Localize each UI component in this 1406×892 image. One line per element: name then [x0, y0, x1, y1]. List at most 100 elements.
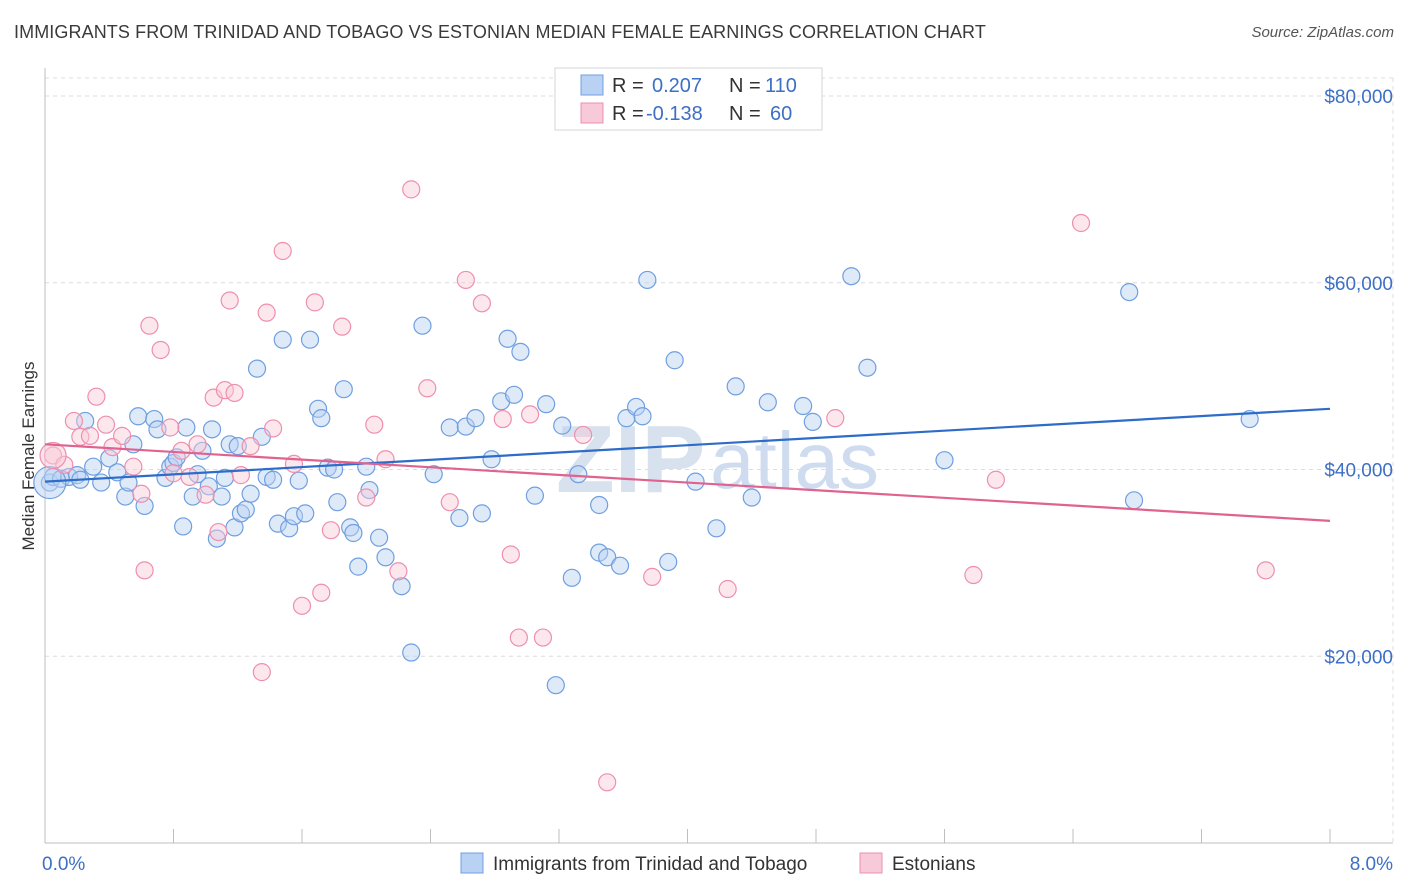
legend-r-value-1: 0.207 [652, 75, 702, 97]
blue-point-80 [562, 568, 581, 587]
blue-point-65 [424, 465, 443, 484]
blue-point-51 [318, 458, 337, 477]
pink-point-41 [402, 180, 421, 199]
pink-point-37 [357, 488, 376, 507]
blue-point-58 [357, 457, 376, 476]
blue-point-28 [202, 420, 222, 439]
blue-point-16 [145, 409, 164, 429]
blue-point-56 [344, 523, 363, 543]
pink-point-59 [1256, 561, 1275, 580]
watermark-atlas: atlas [710, 416, 879, 505]
pink-point-42 [418, 379, 437, 398]
y-tick-label-3: $80,000 [1324, 87, 1393, 108]
blue-point-74 [504, 385, 524, 404]
bottom-legend-label-blue: Immigrants from Trinidad and Tobago [493, 854, 807, 875]
legend-r-value-2: -0.138 [646, 103, 703, 125]
trend-lines [44, 407, 1331, 522]
pink-point-29 [263, 419, 283, 438]
pink-point-44 [456, 270, 475, 290]
pink-point-55 [826, 409, 845, 428]
blue-point-73 [498, 329, 517, 348]
pink-point-19 [196, 485, 215, 504]
blue-point-96 [758, 393, 777, 412]
x-tick-label-1: 8.0% [1350, 854, 1393, 875]
blue-point-29 [207, 529, 226, 548]
blue-point-43 [273, 330, 292, 349]
blue-point-75 [511, 342, 530, 361]
blue-point-52 [325, 460, 344, 479]
blue-point-41 [263, 470, 283, 489]
blue-point-57 [349, 557, 368, 576]
pink-point-57 [986, 470, 1006, 489]
pink-point-45 [472, 294, 491, 313]
legend-n-value-2: 60 [770, 103, 792, 125]
pink-point-27 [252, 663, 271, 682]
blue-point-42 [268, 514, 288, 533]
blue-point-30 [212, 487, 231, 506]
pink-point-11 [135, 561, 154, 580]
blue-point-88 [633, 407, 652, 426]
blue-point-55 [341, 518, 360, 537]
pink-point-33 [305, 293, 324, 312]
blue-point-77 [537, 395, 556, 414]
legend-r-label-2: R = [612, 103, 644, 125]
blue-point-37 [241, 484, 260, 503]
pink-point-50 [533, 628, 553, 647]
blue-point-102 [1120, 282, 1139, 302]
blue-point-61 [376, 548, 395, 567]
y-axis-label: Median Female Earnings [19, 362, 38, 551]
pink-point-36 [333, 317, 352, 336]
watermark-zip: ZIP [556, 406, 705, 513]
pink-point-46 [493, 409, 512, 429]
pink-point-54 [718, 579, 737, 599]
pink-point-18 [188, 435, 207, 454]
blue-point-91 [665, 351, 684, 370]
blue-point-66 [440, 418, 459, 437]
pink-point-34 [312, 583, 331, 602]
series-legend: Immigrants from Trinidad and Tobago Esto… [460, 852, 975, 875]
blue-point-71 [482, 450, 501, 469]
pink-point-23 [220, 291, 239, 310]
blue-point-104 [1240, 409, 1259, 429]
correlation-legend: R = 0.207 N = 110 R = -0.138 N = 60 [554, 67, 823, 131]
pink-point-6 [96, 415, 116, 434]
pink-point-14 [161, 418, 180, 437]
watermark: ZIP atlas [556, 406, 879, 513]
pink-point-12 [140, 316, 159, 335]
blue-point-93 [707, 519, 726, 538]
pink-point-53 [643, 567, 662, 586]
blue-point-54 [334, 380, 353, 399]
blue-point-46 [289, 471, 308, 490]
blue-point-7 [84, 457, 103, 476]
blue-point-87 [626, 397, 646, 417]
bottom-legend-swatch-blue [460, 852, 484, 874]
pink-point-52 [598, 773, 617, 792]
pink-point-17 [180, 467, 199, 487]
legend-swatch-blue [580, 74, 604, 96]
y-tick-label-0: $20,000 [1324, 647, 1393, 668]
pink-point-51 [573, 425, 593, 445]
pink-point-56 [964, 565, 983, 585]
pink-point-5 [87, 387, 106, 406]
blue-point-9 [100, 449, 119, 468]
tick-labels: $20,000 $40,000 $60,000 $80,000 0.0% 8.0% [42, 87, 1393, 875]
pink-trend-line [44, 443, 1331, 522]
pink-point-10 [132, 484, 151, 503]
pink-point-2 [64, 411, 84, 431]
pink-point-35 [321, 521, 341, 540]
blue-point-36 [236, 500, 255, 519]
y-tick-label-2: $60,000 [1324, 274, 1393, 295]
blue-point-84 [598, 548, 617, 567]
pink-point-47 [501, 545, 520, 564]
pink-point-16 [172, 441, 191, 460]
blue-point-38 [247, 359, 267, 378]
blue-point-67 [450, 508, 469, 528]
blue-point-14 [129, 407, 148, 426]
blue-point-63 [402, 643, 421, 662]
pink-point-38 [365, 415, 384, 434]
legend-n-label-2: N = [729, 103, 761, 125]
blue-point-22 [174, 517, 193, 536]
blue-point-103 [1124, 491, 1144, 510]
bottom-legend-label-pink: Estonians [892, 854, 975, 875]
